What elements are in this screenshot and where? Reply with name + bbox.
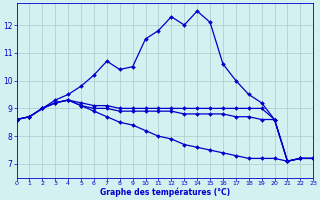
X-axis label: Graphe des températures (°C): Graphe des températures (°C) [100,188,230,197]
